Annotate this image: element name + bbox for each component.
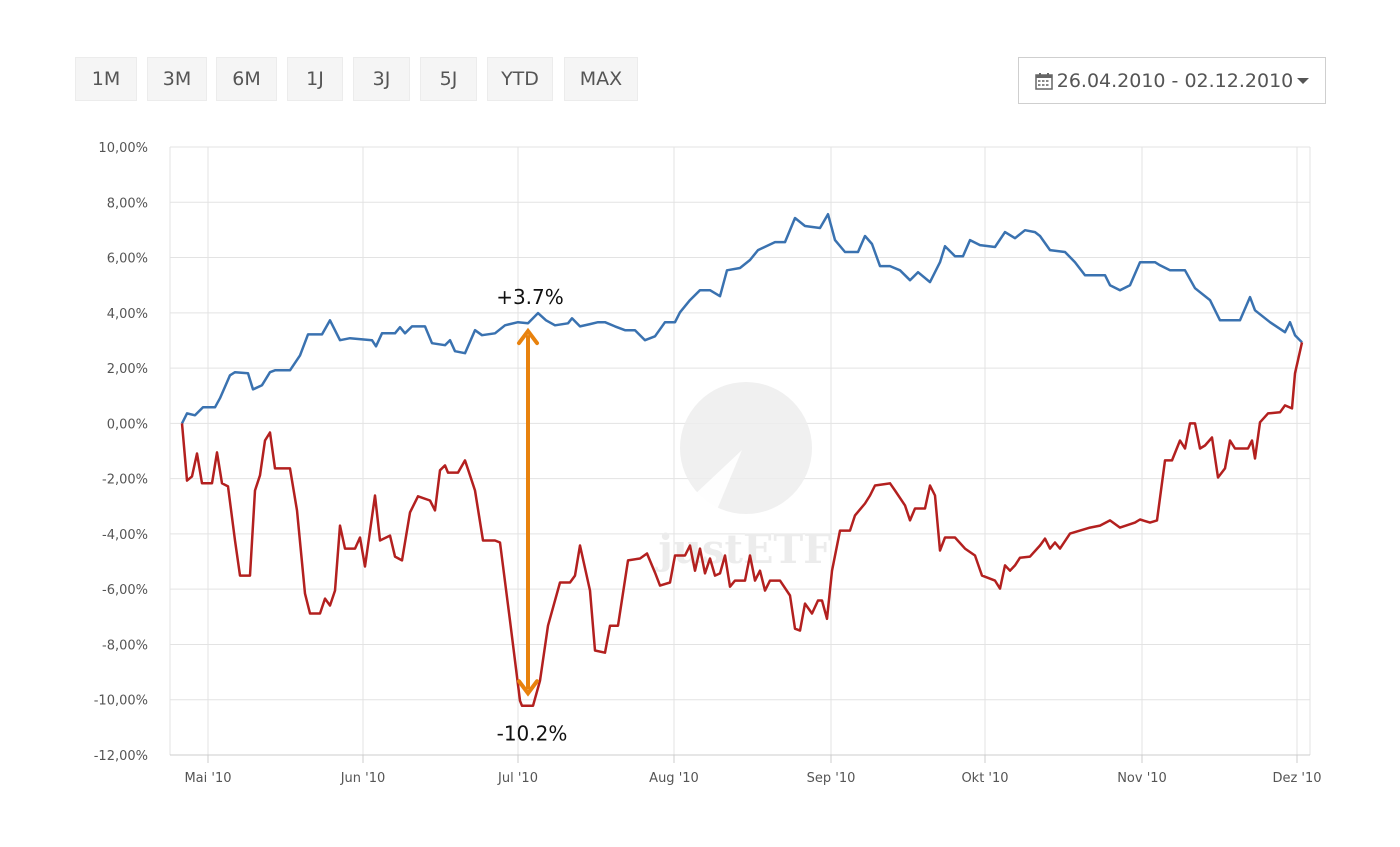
range-button-3m[interactable]: 3M xyxy=(147,57,207,101)
y-tick-label: -2,00% xyxy=(102,473,148,488)
y-axis-labels: 10,00% 8,00% 6,00% 4,00% 2,00% 0,00% -2,00% -4,… xyxy=(94,141,148,764)
arrow-head-up-icon xyxy=(517,327,539,346)
date-range-picker[interactable]: 26.04.2010 - 02.12.2010 xyxy=(1018,57,1326,104)
y-tick-label: 8,00% xyxy=(107,196,148,211)
watermark-logo: justETF xyxy=(655,382,832,573)
x-tick-label: Sep '10 xyxy=(807,771,856,786)
annotations: +3.7% -10.2% xyxy=(496,285,567,745)
y-tick-label: 4,00% xyxy=(107,307,148,322)
date-range-label: 26.04.2010 - 02.12.2010 xyxy=(1056,69,1294,92)
y-tick-label: 0,00% xyxy=(107,417,148,432)
range-button-3j[interactable]: 3J xyxy=(353,57,410,101)
caret-down-icon xyxy=(1297,77,1310,84)
range-button-ytd[interactable]: YTD xyxy=(487,57,553,101)
x-tick-label: Okt '10 xyxy=(961,771,1008,786)
y-tick-label: -12,00% xyxy=(94,749,148,764)
x-tick-label: Mai '10 xyxy=(184,771,231,786)
y-tick-label: 6,00% xyxy=(107,252,148,267)
y-tick-label: -8,00% xyxy=(102,638,148,653)
series-line-blue xyxy=(180,212,1303,424)
range-button-6m[interactable]: 6M xyxy=(216,57,277,101)
range-button-1m[interactable]: 1M xyxy=(75,57,137,101)
y-tick-label: -4,00% xyxy=(102,528,148,543)
range-button-max[interactable]: MAX xyxy=(564,57,638,101)
y-tick-label: 10,00% xyxy=(98,141,148,156)
y-tick-label: 2,00% xyxy=(107,362,148,377)
range-button-5j[interactable]: 5J xyxy=(420,57,477,101)
x-tick-label: Jun '10 xyxy=(340,771,386,786)
series-line-red xyxy=(180,342,1304,708)
annotation-bottom-label: -10.2% xyxy=(497,721,568,745)
watermark-text: justETF xyxy=(655,526,831,573)
grid xyxy=(169,146,1311,763)
calendar-icon xyxy=(1034,72,1053,90)
x-tick-label: Dez '10 xyxy=(1272,771,1321,786)
series-lines xyxy=(180,212,1304,708)
annotation-top-label: +3.7% xyxy=(496,285,564,309)
y-tick-label: -10,00% xyxy=(94,694,148,709)
x-tick-label: Jul '10 xyxy=(497,771,538,786)
y-tick-label: -6,00% xyxy=(102,583,148,598)
range-button-1j[interactable]: 1J xyxy=(287,57,343,101)
watermark-arrow-icon xyxy=(676,450,742,512)
arrow-head-down-icon xyxy=(517,679,539,697)
x-axis-labels: Mai '10 Jun '10 Jul '10 Aug '10 Sep '10 Okt '… xyxy=(184,771,1321,786)
x-tick-label: Aug '10 xyxy=(649,771,699,786)
x-tick-label: Nov '10 xyxy=(1117,771,1167,786)
